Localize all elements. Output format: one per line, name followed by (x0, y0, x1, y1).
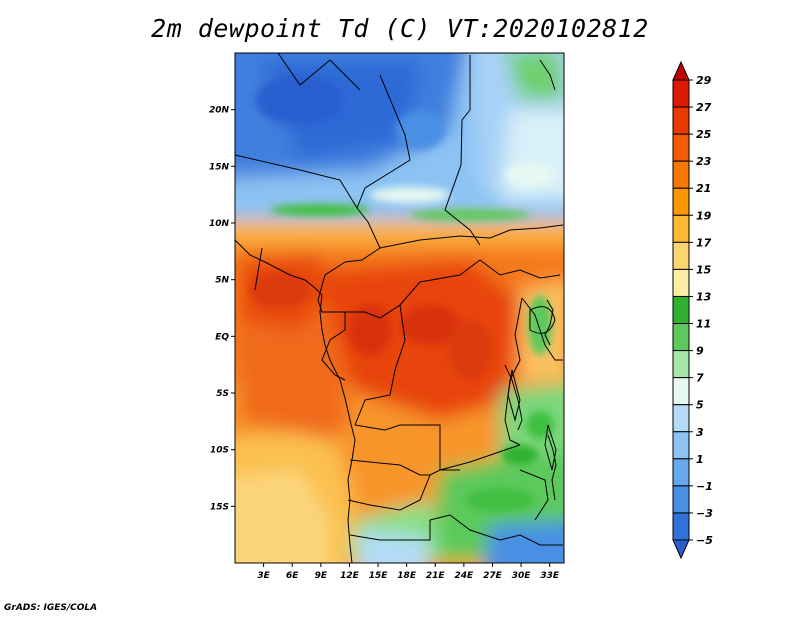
lat-label: 10S (210, 446, 229, 456)
colorbar-label: 3 (696, 426, 704, 439)
colorbar-bin (672, 350, 690, 379)
colorbar-label: 7 (696, 372, 704, 385)
lon-label: 9E (315, 571, 328, 581)
colorbar-label: 13 (696, 290, 712, 303)
grads-credit: GrADS: IGES/COLA (4, 603, 98, 613)
lat-label: 10N (209, 219, 230, 229)
colorbar-label: 11 (696, 318, 711, 331)
colorbar-bin (672, 187, 690, 216)
lon-label: 21E (426, 571, 446, 581)
longitude-axis: 3E 6E 9E 12E 15E 18E 21E 24E 27E 30E 33E (257, 563, 560, 581)
colorbar-bin (672, 458, 690, 487)
colorbar-bin (672, 133, 690, 162)
colorbar-label: 5 (696, 399, 704, 412)
colorbar-bin (672, 241, 690, 270)
colorbar-bin (672, 485, 690, 514)
colorbar-bin (672, 404, 690, 433)
country-borders (235, 53, 564, 563)
colorbar-bottom-arrow (672, 539, 690, 560)
lat-label: EQ (215, 332, 229, 342)
colorbar-bin (672, 106, 690, 135)
colorbar-bin (672, 295, 690, 325)
colorbar-bin (672, 214, 690, 243)
lon-label: 27E (483, 571, 503, 581)
lon-label: 3E (257, 571, 270, 581)
colorbar-label: 17 (696, 236, 712, 249)
lat-label: 15N (209, 162, 230, 172)
map-frame (234, 52, 565, 564)
map-title: 2m dewpoint Td (C) VT:2020102812 (151, 14, 649, 43)
lon-label: 33E (540, 571, 560, 581)
colorbar-bin (672, 512, 690, 541)
colorbar-label: −5 (696, 534, 713, 547)
lat-label: 15S (210, 502, 229, 512)
lat-label: 5S (216, 389, 229, 399)
colorbar-bin (672, 431, 690, 460)
dewpoint-field (235, 53, 564, 563)
colorbar-label: 15 (696, 263, 712, 276)
colorbar-bin (672, 160, 690, 189)
colorbar-label: 29 (696, 74, 712, 87)
colorbar-bin (672, 377, 690, 406)
lon-label: 30E (512, 571, 532, 581)
latitude-axis: 20N 15N 10N 5N EQ 5S 10S 15S (209, 106, 235, 512)
colorbar-label: 9 (696, 345, 704, 358)
colorbar-top-arrow (672, 60, 690, 81)
colorbar-label: −1 (696, 480, 713, 493)
lon-label: 12E (340, 571, 360, 581)
colorbar-label: 1 (696, 453, 704, 466)
colorbar-bin (672, 323, 690, 352)
colorbar: 29 27 25 23 21 19 17 15 13 11 9 7 5 3 1 −1 −3 −5 (672, 60, 713, 560)
colorbar-label: 27 (696, 101, 712, 114)
colorbar-bin (672, 79, 690, 108)
colorbar-label: −3 (696, 507, 713, 520)
lat-label: 5N (215, 276, 229, 286)
lon-label: 15E (369, 571, 389, 581)
colorbar-label: 19 (696, 209, 712, 222)
lon-label: 24E (455, 571, 475, 581)
lat-label: 20N (209, 106, 230, 116)
lon-label: 18E (397, 571, 417, 581)
colorbar-label: 23 (696, 155, 712, 168)
colorbar-label: 21 (696, 182, 711, 195)
colorbar-label: 25 (696, 128, 712, 141)
colorbar-bin (672, 268, 690, 297)
lon-label: 6E (286, 571, 299, 581)
